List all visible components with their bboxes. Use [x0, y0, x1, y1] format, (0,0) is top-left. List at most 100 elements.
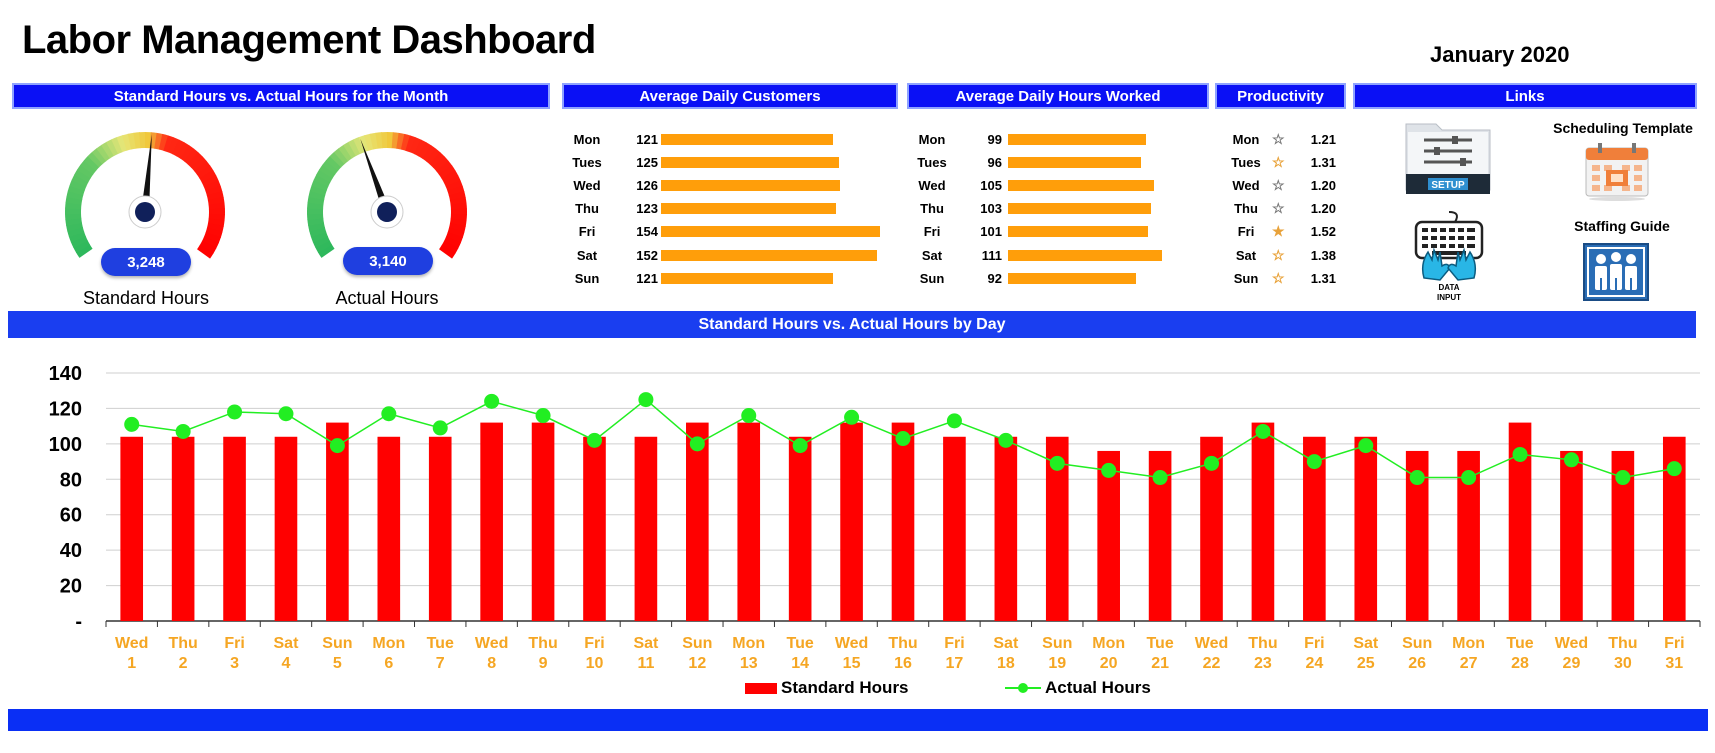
standard-hours-bar	[1251, 422, 1275, 621]
productivity-day: Mon	[1232, 131, 1260, 147]
gauge-arc-segment	[308, 190, 326, 201]
customers-day: Sun	[574, 270, 600, 286]
gauge-arc-segment	[65, 217, 82, 226]
x-tick-label-date: 16	[894, 655, 912, 672]
data-input-link[interactable]: DATA INPUT	[1412, 210, 1486, 304]
hours-panel-header: Average Daily Hours Worked	[907, 83, 1209, 109]
gauge-arc-segment	[343, 141, 357, 159]
customers-day: Sat	[576, 247, 598, 263]
gauge-arc-segment	[448, 223, 466, 233]
scheduling-template-link[interactable]	[1582, 140, 1652, 202]
customers-panel-header: Average Daily Customers	[562, 83, 898, 109]
standard-hours-bar	[1148, 450, 1172, 621]
standard-hours-bar	[891, 422, 915, 621]
standard-hours-bar	[1354, 436, 1378, 621]
standard-hours-value: 3,248	[101, 248, 191, 276]
y-tick-label: 120	[49, 398, 82, 420]
gauge-arc-segment	[122, 133, 132, 151]
actual-hours-label: Actual Hours	[335, 288, 439, 308]
actual-hours-point	[1306, 454, 1322, 470]
staff-icon	[1583, 243, 1649, 301]
legend-actual-swatch	[1005, 683, 1041, 693]
actual-hours-point	[432, 420, 448, 436]
gauge-arc-segment	[154, 132, 164, 150]
x-tick-label-date: 21	[1151, 655, 1169, 672]
gauge-arc-segment	[425, 148, 441, 165]
gauge-arc-segment	[190, 156, 207, 172]
x-tick-label-day: Thu	[528, 635, 557, 652]
gauge-arc-segment	[196, 244, 214, 259]
actual-hours-point	[175, 423, 191, 439]
gauge-arc-segment	[317, 244, 335, 258]
customers-bar	[661, 156, 839, 168]
legend-standard-swatch	[745, 682, 777, 694]
standard-hours-bar	[1560, 450, 1583, 621]
x-tick-label-date: 27	[1460, 655, 1478, 672]
gauge-arc-segment	[307, 196, 325, 205]
gauge-arc-segment	[307, 201, 324, 210]
productivity-value: 1.20	[1310, 177, 1336, 193]
x-tick-label-date: 2	[179, 655, 188, 672]
x-tick-label-date: 23	[1254, 655, 1272, 672]
hours-day: Mon	[918, 131, 946, 147]
staffing-guide-link[interactable]	[1583, 243, 1649, 301]
gauge-arc-segment	[205, 227, 223, 238]
x-tick-label-day: Wed	[115, 635, 148, 652]
customers-bar	[661, 133, 833, 145]
actual-hours-point	[278, 406, 294, 422]
hours-day: Wed	[918, 177, 946, 193]
star-icon: ☆	[1272, 176, 1285, 193]
gauge-arc-segment	[316, 169, 333, 183]
x-tick-label-day: Tue	[427, 635, 454, 652]
x-tick-label-date: 4	[282, 655, 291, 672]
gauge-arc-segment	[400, 133, 411, 151]
customers-value: 121	[636, 131, 658, 147]
gauge-arc-segment	[418, 142, 432, 159]
hours-value: 96	[987, 154, 1002, 170]
x-tick-label-day: Sun	[682, 635, 712, 652]
gauge-arc-segment	[196, 165, 214, 180]
gauge-needle	[360, 138, 391, 214]
actual-hours-point	[741, 408, 757, 424]
y-tick-label: 100	[49, 434, 82, 456]
hours-value: 99	[987, 131, 1002, 147]
gauge-arc-segment	[167, 137, 180, 155]
actual-hours-point	[689, 436, 705, 452]
x-tick-label-day: Tue	[787, 635, 814, 652]
hours-bar	[1008, 272, 1136, 284]
standard-hours-label: Standard Hours	[82, 288, 210, 308]
hours-day: Sat	[921, 247, 943, 263]
x-tick-label-day: Sun	[1402, 635, 1432, 652]
gauge-arc-segment	[322, 159, 339, 175]
scheduling-template-label: Scheduling Template	[1553, 120, 1693, 136]
gauge-arc-segment	[133, 132, 142, 149]
keyboard-icon: DATA INPUT	[1414, 211, 1484, 302]
star-icon: ☆	[1272, 200, 1285, 217]
customers-value: 152	[636, 247, 658, 263]
actual-hours-point	[1512, 446, 1528, 462]
x-tick-label-day: Sun	[1042, 635, 1072, 652]
hours-value: 92	[987, 270, 1002, 286]
hours-day: Sun	[919, 270, 945, 286]
data-input-line2: INPUT	[1437, 293, 1461, 302]
gauge-needle	[141, 134, 152, 213]
gauge-arc-segment	[96, 144, 111, 162]
standard-hours-bar	[120, 436, 144, 621]
standard-hours-bar	[943, 436, 966, 621]
actual-hours-point	[1409, 470, 1425, 486]
customers-value: 126	[636, 177, 658, 193]
customers-value: 154	[636, 224, 658, 240]
gauge-arc-segment	[201, 236, 219, 249]
actual-hours-point	[1101, 462, 1117, 478]
setup-link[interactable]: SETUP	[1402, 118, 1494, 196]
customers-value: 125	[636, 154, 658, 170]
gauge-arc-segment	[75, 244, 93, 258]
standard-hours-bar	[1662, 436, 1686, 621]
hours-bar	[1008, 249, 1163, 261]
x-tick-label-date: 13	[740, 655, 758, 672]
gauge-arc-segment	[207, 218, 225, 227]
y-tick-label: 80	[60, 469, 82, 491]
standard-hours-bar	[1303, 436, 1326, 621]
x-tick-label-date: 28	[1511, 655, 1529, 672]
gauge-arc-segment	[205, 185, 223, 197]
